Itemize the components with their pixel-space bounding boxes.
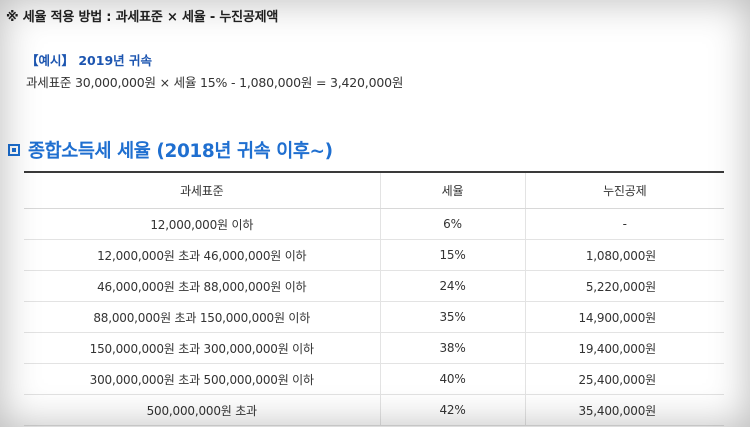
tax-base-cell: 500,000,000원 초과 xyxy=(24,394,380,426)
example-block: 【예시】 2019년 귀속 과세표준 30,000,000원 × 세율 15% … xyxy=(26,50,403,94)
deduction-cell: 1,080,000원 xyxy=(524,239,724,271)
table-row: 88,000,000원 초과 150,000,000원 이하 35% 14,90… xyxy=(24,301,724,333)
table-row: 46,000,000원 초과 88,000,000원 이하 24% 5,220,… xyxy=(24,270,724,302)
deduction-cell: 25,400,000원 xyxy=(524,363,724,395)
table-row: 12,000,000원 이하 6% - xyxy=(24,208,724,240)
tax-rate-cell: 38% xyxy=(379,332,525,364)
deduction-cell: - xyxy=(524,208,724,240)
tax-base-cell: 300,000,000원 초과 500,000,000원 이하 xyxy=(24,363,380,395)
header-tax-base: 과세표준 xyxy=(24,172,380,209)
tax-base-cell: 150,000,000원 초과 300,000,000원 이하 xyxy=(24,332,380,364)
square-bullet-icon xyxy=(8,144,20,156)
tax-base-cell: 88,000,000원 초과 150,000,000원 이하 xyxy=(24,301,380,333)
tax-rate-cell: 35% xyxy=(379,301,525,333)
tax-rate-cell: 6% xyxy=(379,208,525,240)
header-progressive-deduction: 누진공제 xyxy=(524,172,724,209)
table-row: 12,000,000원 초과 46,000,000원 이하 15% 1,080,… xyxy=(24,239,724,271)
tax-rate-cell: 24% xyxy=(379,270,525,302)
table-row: 300,000,000원 초과 500,000,000원 이하 40% 25,4… xyxy=(24,363,724,395)
deduction-cell: 5,220,000원 xyxy=(524,270,724,302)
table-row: 500,000,000원 초과 42% 35,400,000원 xyxy=(24,394,724,426)
header-tax-rate: 세율 xyxy=(379,172,525,209)
table-header-row: 과세표준 세율 누진공제 xyxy=(24,172,724,209)
deduction-cell: 19,400,000원 xyxy=(524,332,724,364)
table-row: 150,000,000원 초과 300,000,000원 이하 38% 19,4… xyxy=(24,332,724,364)
section-title: 종합소득세 세율 (2018년 귀속 이후~) xyxy=(28,141,333,162)
tax-method-note: ※ 세율 적용 방법 : 과세표준 × 세율 - 누진공제액 xyxy=(6,10,279,25)
tax-base-cell: 12,000,000원 이하 xyxy=(24,208,380,240)
deduction-cell: 35,400,000원 xyxy=(524,394,724,426)
tax-base-cell: 12,000,000원 초과 46,000,000원 이하 xyxy=(24,239,380,271)
example-heading: 【예시】 2019년 귀속 xyxy=(26,53,152,68)
tax-base-cell: 46,000,000원 초과 88,000,000원 이하 xyxy=(24,270,380,302)
tax-rate-table: 과세표준 세율 누진공제 12,000,000원 이하 6% - 12,000,… xyxy=(24,171,724,426)
example-formula: 과세표준 30,000,000원 × 세율 15% - 1,080,000원 =… xyxy=(26,75,404,90)
deduction-cell: 14,900,000원 xyxy=(524,301,724,333)
section-header: 종합소득세 세율 (2018년 귀속 이후~) xyxy=(8,137,333,163)
tax-rate-cell: 40% xyxy=(379,363,525,395)
tax-rate-cell: 42% xyxy=(379,394,525,426)
tax-rate-cell: 15% xyxy=(379,239,525,271)
